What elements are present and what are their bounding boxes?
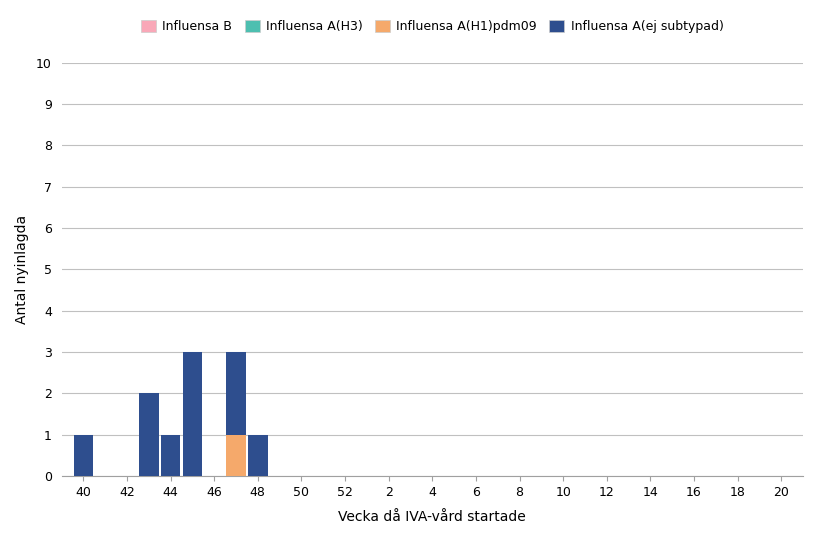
Bar xyxy=(161,435,181,476)
Bar xyxy=(74,435,93,476)
Bar xyxy=(227,435,246,476)
X-axis label: Vecka då IVA-vård startade: Vecka då IVA-vård startade xyxy=(339,510,526,524)
Bar xyxy=(248,435,267,476)
Bar xyxy=(182,352,202,476)
Legend: Influensa B, Influensa A(H3), Influensa A(H1)pdm09, Influensa A(ej subtypad): Influensa B, Influensa A(H3), Influensa … xyxy=(136,15,729,38)
Y-axis label: Antal nyinlagda: Antal nyinlagda xyxy=(15,215,29,324)
Bar xyxy=(139,393,159,476)
Bar xyxy=(227,352,246,435)
